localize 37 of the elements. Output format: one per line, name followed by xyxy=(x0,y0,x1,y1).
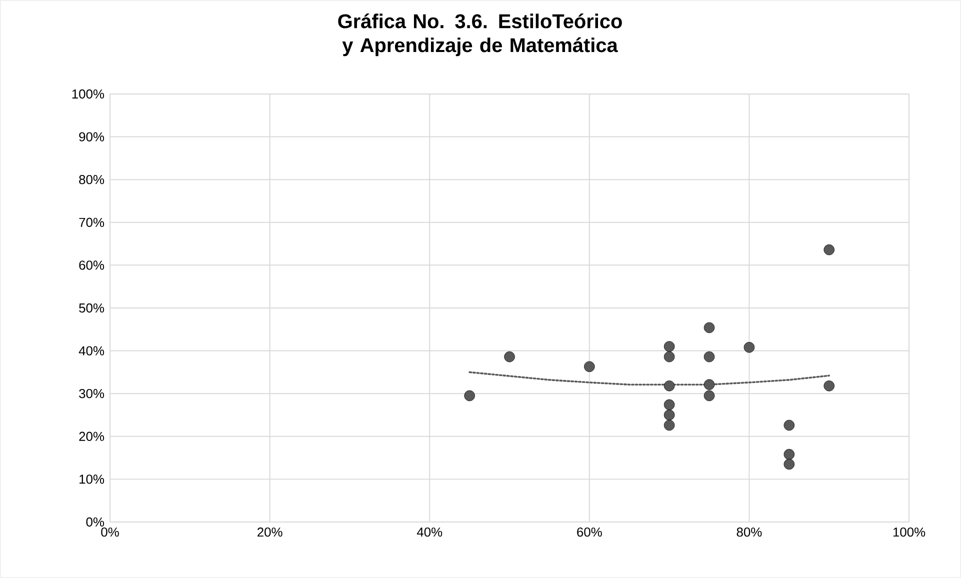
x-tick-label: 20% xyxy=(258,528,282,537)
chart-title: Gráfica No. 3.6. EstiloTeórico y Aprendizaje de Matemática xyxy=(338,14,622,56)
x-tick-label: 80% xyxy=(736,528,762,537)
y-tick-label: 60% xyxy=(79,260,104,270)
point xyxy=(584,361,595,372)
point xyxy=(504,351,515,362)
point xyxy=(664,410,675,420)
x-tick-label: 60% xyxy=(577,528,602,537)
point xyxy=(704,379,715,390)
y-tick-label: 0% xyxy=(86,517,104,527)
point xyxy=(824,380,834,392)
point xyxy=(664,399,675,410)
x-tick-label: 0% xyxy=(101,528,119,537)
point xyxy=(784,448,795,460)
point xyxy=(784,458,795,470)
point xyxy=(744,342,755,353)
point xyxy=(464,390,475,402)
point xyxy=(664,351,675,362)
point xyxy=(704,351,715,362)
x-tick-label: 40% xyxy=(416,528,442,537)
y-tick-label: 50% xyxy=(79,303,104,313)
point xyxy=(784,420,795,431)
y-tick-label: 90% xyxy=(79,132,104,142)
x-tick-label: 100% xyxy=(893,528,926,537)
y-tick-label: 80% xyxy=(79,174,104,184)
y-tick-label: 40% xyxy=(78,346,104,356)
point xyxy=(664,420,675,431)
y-tick-label: 10% xyxy=(80,474,104,484)
y-tick-label: 20% xyxy=(79,432,104,441)
y-tick-label: 100% xyxy=(72,89,104,99)
point xyxy=(664,341,675,352)
y-tick-label: 70% xyxy=(79,218,104,227)
point xyxy=(704,390,715,402)
y-tick-label: 30% xyxy=(79,388,104,398)
point xyxy=(664,380,675,392)
point xyxy=(824,244,834,256)
point xyxy=(704,322,715,334)
